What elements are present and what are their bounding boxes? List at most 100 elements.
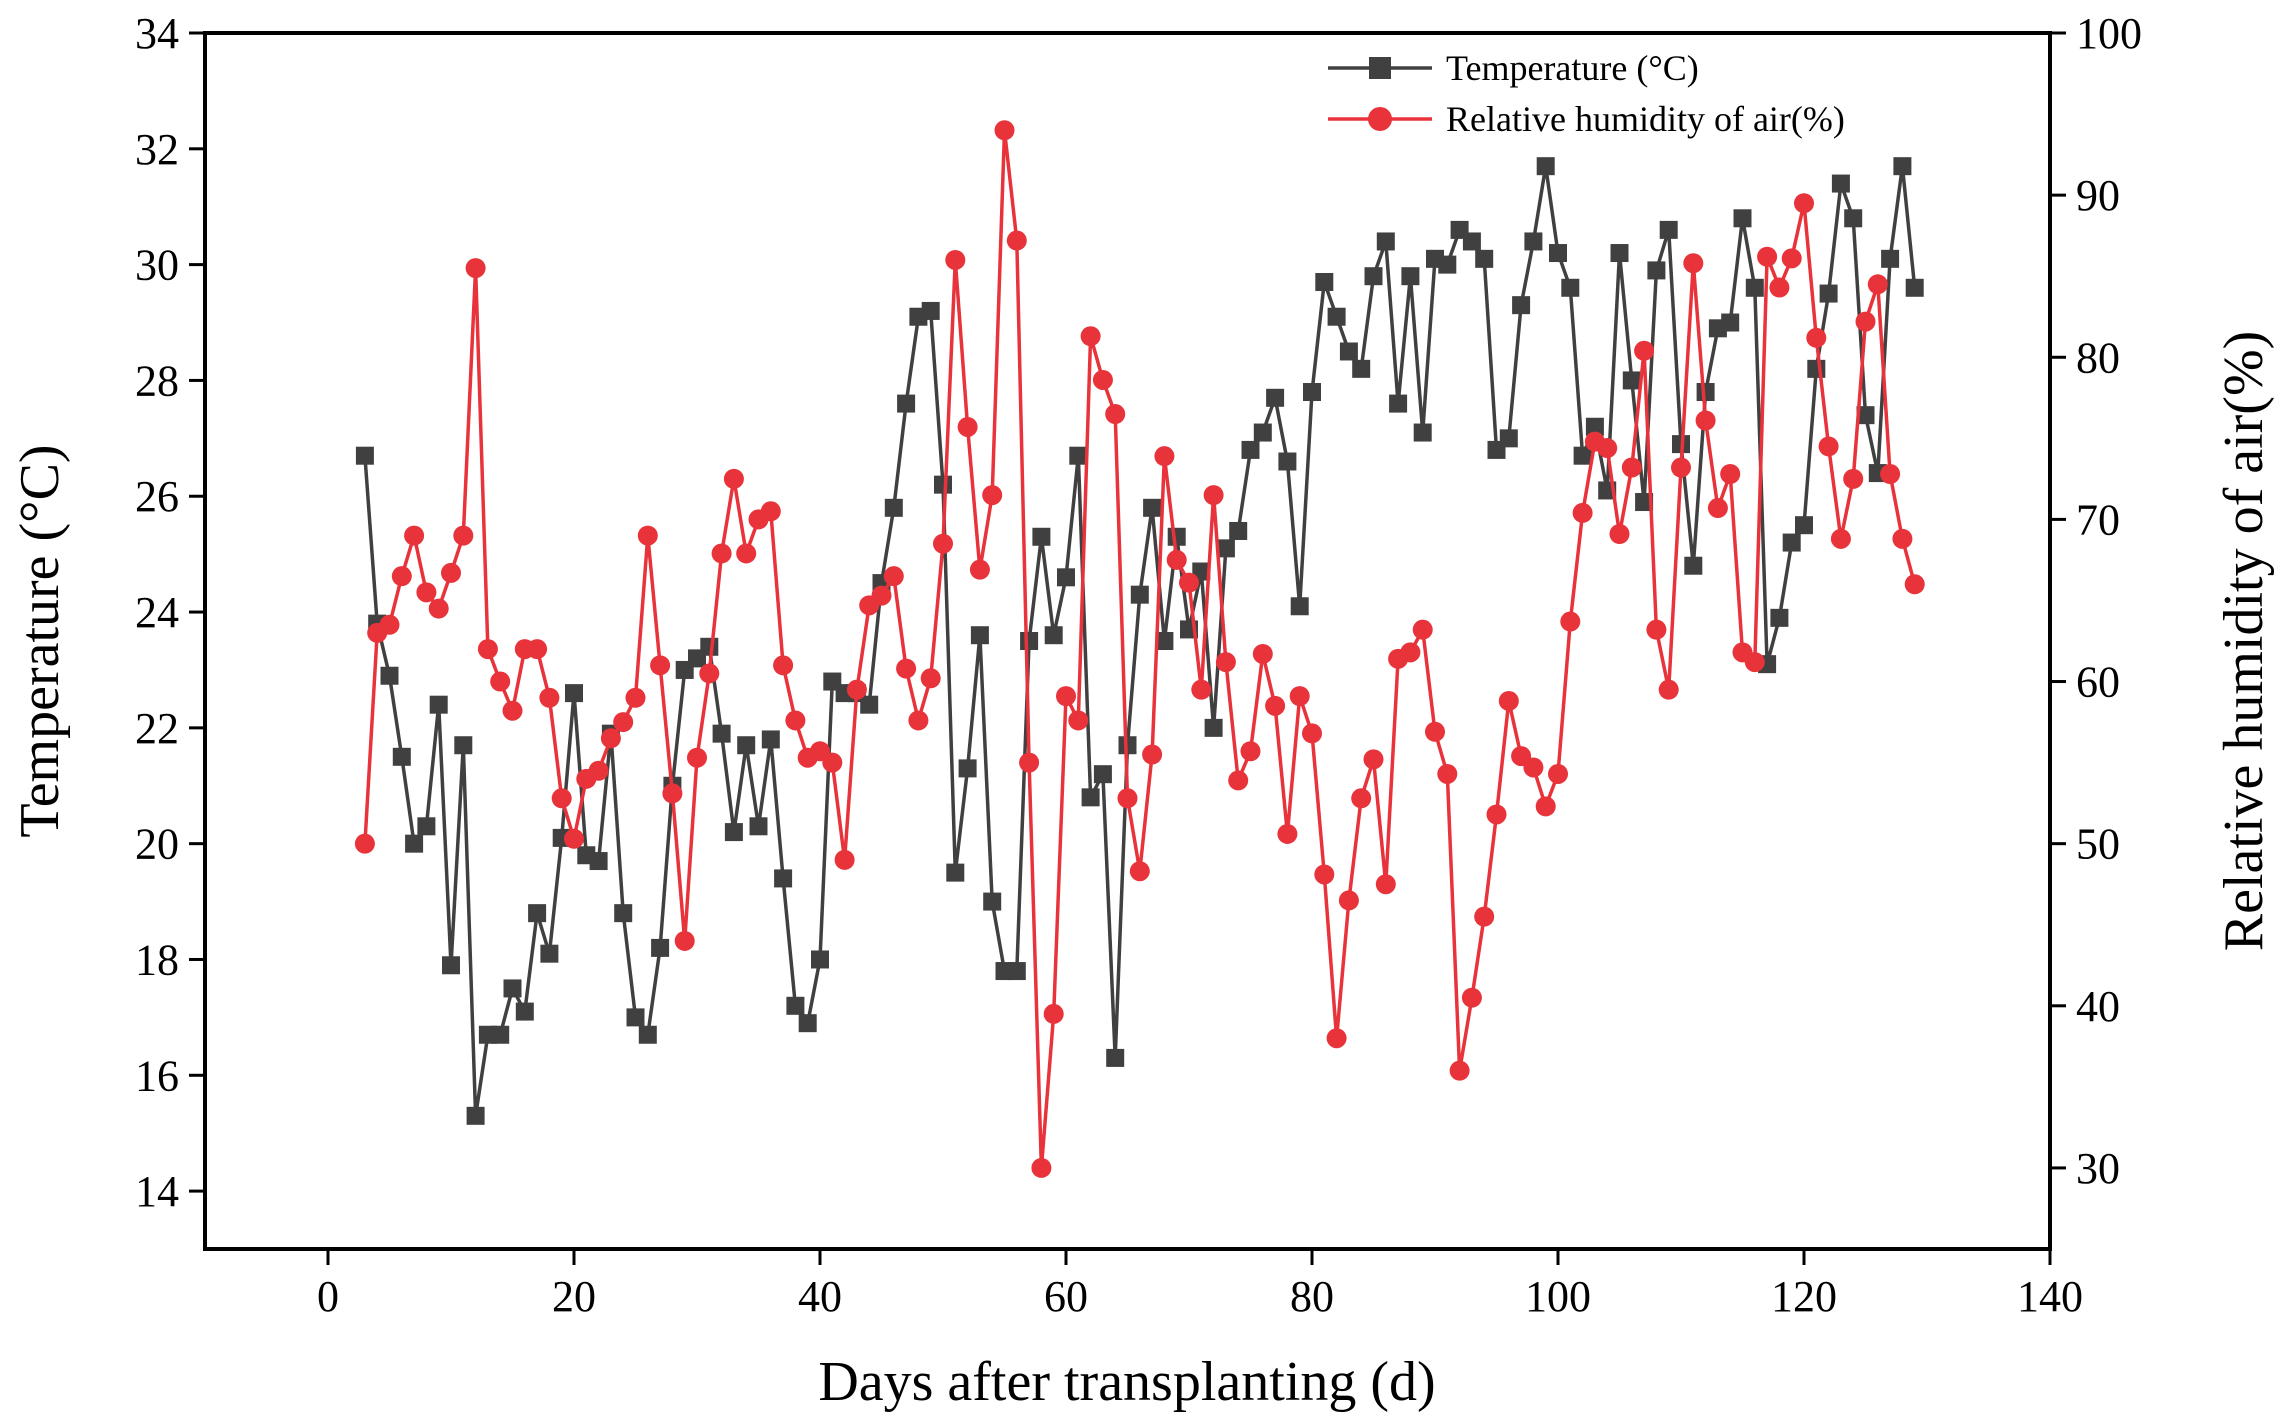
temperature-point [1069,446,1088,465]
temperature-point [1093,765,1112,784]
series-layer [354,120,1925,1178]
left-y-tick-label: 16 [135,1051,179,1100]
humidity-point [404,525,425,546]
temperature-point [1253,423,1272,442]
humidity-point [416,582,437,603]
temperature-point [540,944,559,963]
humidity-point [1523,757,1544,778]
left-y-tick-label: 14 [135,1167,179,1216]
temperature-point [712,724,731,743]
humidity-point [1056,686,1076,707]
right-y-tick-label: 40 [2076,982,2120,1031]
temperature-point [405,834,424,853]
humidity-point [1117,788,1138,809]
temperature-point [1462,232,1481,251]
humidity-point [1757,246,1778,267]
humidity-point [994,120,1015,141]
humidity-point [1043,1003,1064,1024]
temperature-point [1007,962,1026,981]
temperature-point [1782,533,1801,552]
left-y-tick-label: 18 [135,935,179,984]
temperature-point [1303,383,1321,402]
humidity-point [711,543,732,564]
x-tick-label: 60 [1044,1272,1088,1321]
humidity-point [1154,446,1175,467]
humidity-point [1277,823,1298,844]
humidity-point [1142,744,1163,765]
humidity-point [736,543,757,564]
x-tick-label: 100 [1525,1272,1591,1321]
temperature-point [1795,516,1813,535]
humidity-point [699,663,720,684]
temperature-point [491,1025,510,1044]
temperature-point [515,1002,534,1021]
left-y-tick-label: 28 [135,356,179,405]
temperature-point [1622,371,1641,390]
temperature-point [1549,244,1567,263]
humidity-point [650,655,671,676]
temperature-point [798,1014,817,1033]
temperature-point [454,736,473,755]
temperature-point [1229,521,1248,540]
humidity-point [1080,326,1101,347]
left-y-tick-label: 24 [135,588,179,637]
temperature-point [1044,626,1063,645]
humidity-point [551,788,572,809]
humidity-point [687,747,707,768]
humidity-point [1572,502,1593,523]
humidity-point [600,728,621,749]
humidity-point [1621,457,1642,478]
humidity-point [1179,572,1199,593]
humidity-point [957,416,978,437]
humidity-point [379,614,400,635]
humidity-point [1720,464,1741,485]
x-tick-label: 20 [552,1272,596,1321]
temperature-point [565,684,583,703]
temperature-point [958,759,977,778]
humidity-point [1019,752,1040,773]
humidity-point [1400,642,1421,663]
humidity-point [1794,193,1814,214]
humidity-point [760,501,781,522]
humidity-point [982,485,1003,506]
humidity-point [1769,277,1790,298]
humidity-point [441,562,461,583]
humidity-point [674,930,695,951]
humidity-point [1806,327,1827,348]
humidity-point [1375,874,1396,895]
humidity-point [477,639,498,660]
left-y-tick-label: 22 [135,704,179,753]
temperature-point [1057,568,1075,587]
temperature-point [1032,527,1051,546]
plot-frame [203,31,2052,1251]
temperature-point [860,695,879,714]
right-y-tick-label: 60 [2076,658,2120,707]
humidity-point [896,658,917,679]
humidity-point [1634,340,1655,361]
humidity-point [564,828,584,849]
temperature-point [970,626,989,645]
temperature-point [1376,232,1395,251]
humidity-point [1006,230,1027,251]
temperature-point [417,817,436,836]
temperature-point [1696,383,1715,402]
humidity-point [1031,1157,1052,1178]
temperature-point [1475,249,1494,268]
humidity-point [1535,796,1556,817]
temperature-point [1831,174,1850,193]
humidity-point [1843,468,1864,489]
x-tick-label: 120 [1771,1272,1837,1321]
humidity-point [1744,652,1765,673]
humidity-point [1892,528,1913,549]
temperature-point [1819,284,1838,303]
temperature-point [528,904,547,923]
humidity-point [588,760,609,781]
humidity-point [1425,721,1445,742]
temperature-point [1881,249,1900,268]
temperature-point [1339,342,1358,361]
humidity-point [834,849,855,870]
temperature-point [626,1008,645,1027]
temperature-point [1192,562,1211,581]
temperature-point [946,863,965,882]
